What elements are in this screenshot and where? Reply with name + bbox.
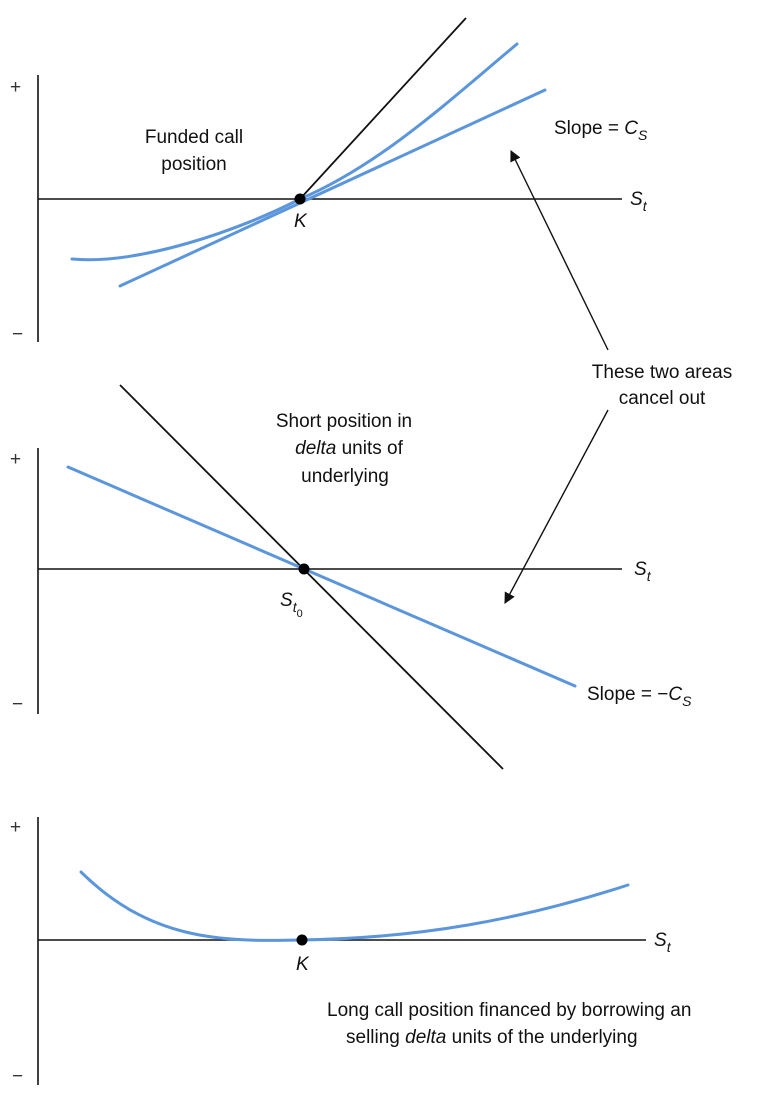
axis-label-2: St — [634, 559, 652, 584]
slope-label-1: Slope = CS — [554, 118, 648, 143]
caption-line2: selling delta units of the underlying — [346, 1027, 638, 1048]
minus-sign-1: − — [12, 324, 23, 345]
short-delta-line — [66, 465, 577, 688]
spot-point — [298, 563, 310, 575]
strike-point-1 — [294, 193, 306, 205]
arrow-to-lower-area — [504, 409, 609, 604]
panel-long-call-financed: + − K St Long call position financed by … — [10, 817, 691, 1087]
strike-label-1: K — [294, 211, 308, 232]
title-funded-call-line2: position — [161, 154, 227, 175]
plus-sign-3: + — [10, 817, 21, 838]
plus-sign-2: + — [10, 449, 21, 470]
title-short-line1: Short position in — [276, 411, 412, 432]
annotation-line2: cancel out — [619, 388, 706, 409]
minus-sign-3: − — [12, 1066, 23, 1087]
panel-funded-call: + − Funded call position K St Slope = CS — [10, 17, 648, 345]
plus-sign-1: + — [10, 77, 21, 98]
arrow-to-upper-area — [510, 149, 609, 351]
spot-label: St0 — [280, 590, 303, 620]
minus-sign-2: − — [12, 694, 23, 715]
caption-line1: Long call position financed by borrowing… — [327, 1000, 691, 1021]
axis-label-3: St — [654, 930, 672, 955]
annotation-line1: These two areas — [592, 362, 732, 383]
strike-point-3 — [296, 934, 308, 946]
panel-short-delta: + − Short position in delta units of und… — [10, 384, 692, 770]
strike-label-3: K — [296, 954, 310, 975]
hedged-position-curve — [79, 870, 630, 942]
axis-label-1: St — [630, 189, 648, 214]
cancel-out-annotation: These two areas cancel out — [504, 149, 732, 604]
title-short-line3: underlying — [301, 466, 389, 487]
tangent-line-1 — [118, 88, 547, 288]
payoff-line-1 — [299, 17, 467, 200]
title-short-line2: delta units of — [295, 438, 403, 459]
title-funded-call-line1: Funded call — [145, 127, 243, 148]
short-payoff-line — [119, 384, 504, 770]
slope-label-2: Slope = −CS — [587, 684, 692, 709]
